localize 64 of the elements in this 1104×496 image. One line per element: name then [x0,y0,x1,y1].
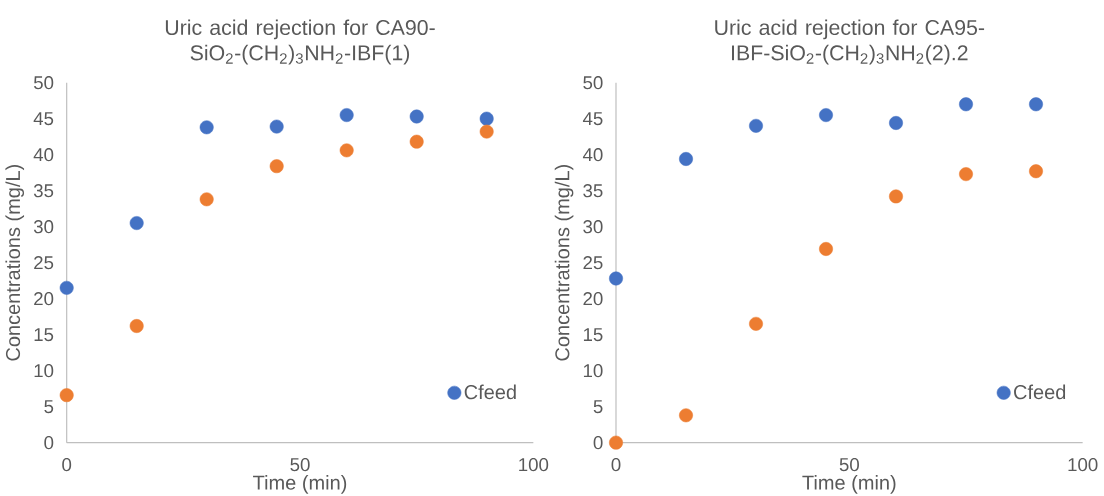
point [679,408,693,423]
point [819,108,833,122]
x-tick-label: 50 [290,458,310,472]
point [269,119,284,134]
x-tick-label: 0 [611,458,621,472]
point [819,242,833,256]
chart-title: Uric acid rejection for CA90-SiO$_{2}$-(CH$_{2}$)$_{3}$NH$_{2}$-IBF(1) [165,19,435,65]
x-tick-label: 100 [519,458,549,472]
y-tick-label: 45 [33,112,54,126]
y-tick-label: 0 [44,436,54,450]
point [1029,164,1043,179]
y-axis-title: Concentrations (mg/L) [554,165,574,361]
point [679,152,693,166]
point [749,118,763,133]
y-tick-label: 10 [583,364,603,378]
point [339,108,354,122]
x-tick-label: 0 [62,458,72,472]
point [959,97,973,112]
y-tick-label: 40 [33,148,54,162]
y-tick-label: 50 [33,76,54,90]
y-tick-label: 35 [33,184,54,198]
legend-label: Cfeed [464,384,516,400]
y-tick-label: 30 [583,220,603,234]
point [129,216,144,230]
y-tick-label: 30 [33,220,54,234]
point [609,271,623,286]
y-tick-label: 45 [582,112,603,126]
point [269,159,284,174]
y-tick-label: 15 [34,328,54,342]
x-axis-title: Time (min) [802,475,896,494]
y-tick-label: 0 [593,436,603,450]
y-tick-label: 40 [582,148,603,162]
y-axis-title: Concentrations (mg/L) [5,165,25,361]
point [199,192,214,207]
y-tick-label: 50 [583,76,603,90]
point [409,134,424,149]
point [409,109,424,124]
point [609,435,623,450]
y-tick-label: 15 [583,328,603,342]
legend-label: Cfeed [1014,384,1066,400]
point [199,120,214,135]
y-tick-label: 25 [583,256,603,270]
x-tick-label: 50 [839,458,859,472]
y-tick-label: 20 [34,292,54,306]
y-tick-label: 5 [44,400,54,414]
point [339,143,354,158]
point [129,319,144,333]
point [889,116,903,130]
y-tick-label: 10 [34,364,54,378]
y-tick-label: 5 [593,400,603,414]
point [479,111,494,126]
y-tick-label: 20 [583,292,603,306]
point [749,316,763,331]
y-tick-label: 35 [583,184,603,198]
point [479,124,494,139]
point [59,280,74,295]
y-tick-label: 25 [34,256,54,270]
point [889,189,903,204]
point [59,388,74,403]
x-tick-label: 100 [1068,458,1098,472]
x-axis-title: Time (min) [253,475,347,494]
chart-title: Uric acid rejection for CA95-IBF-SiO$_{2}$-(CH$_{2}$)$_{3}$NH$_{2}$(2).2 [715,19,985,65]
point [959,167,973,182]
point [1029,97,1043,112]
